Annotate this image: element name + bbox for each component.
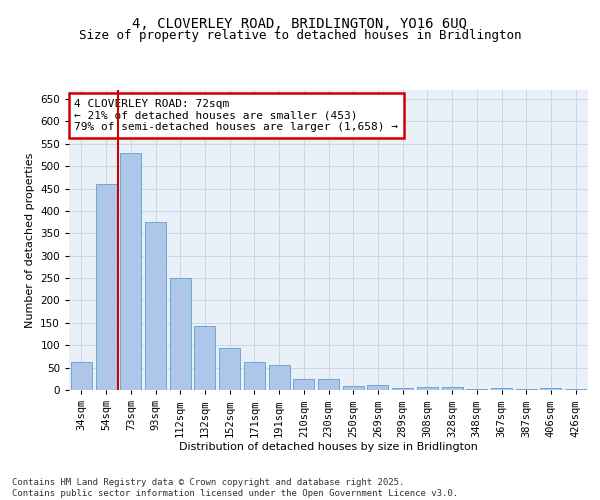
Bar [417,387,438,390]
Bar [442,387,463,390]
Y-axis label: Number of detached properties: Number of detached properties [25,152,35,328]
Text: Size of property relative to detached houses in Bridlington: Size of property relative to detached ho… [79,29,521,42]
Bar [269,366,290,390]
Text: 4 CLOVERLEY ROAD: 72sqm
← 21% of detached houses are smaller (453)
79% of semi-d: 4 CLOVERLEY ROAD: 72sqm ← 21% of detache… [74,99,398,132]
Bar [244,362,265,390]
Text: 4, CLOVERLEY ROAD, BRIDLINGTON, YO16 6UQ: 4, CLOVERLEY ROAD, BRIDLINGTON, YO16 6UQ [133,18,467,32]
Bar [466,388,487,390]
Bar [367,385,388,390]
Bar [318,380,339,390]
Bar [170,278,191,390]
Text: Contains HM Land Registry data © Crown copyright and database right 2025.
Contai: Contains HM Land Registry data © Crown c… [12,478,458,498]
Bar [219,348,240,390]
Bar [194,326,215,390]
Bar [392,388,413,390]
Bar [293,379,314,390]
Bar [541,388,562,390]
Bar [343,386,364,390]
Bar [95,184,116,390]
Bar [145,222,166,390]
Bar [120,152,141,390]
Bar [491,388,512,390]
Bar [516,388,537,390]
X-axis label: Distribution of detached houses by size in Bridlington: Distribution of detached houses by size … [179,442,478,452]
Bar [565,388,586,390]
Bar [71,362,92,390]
